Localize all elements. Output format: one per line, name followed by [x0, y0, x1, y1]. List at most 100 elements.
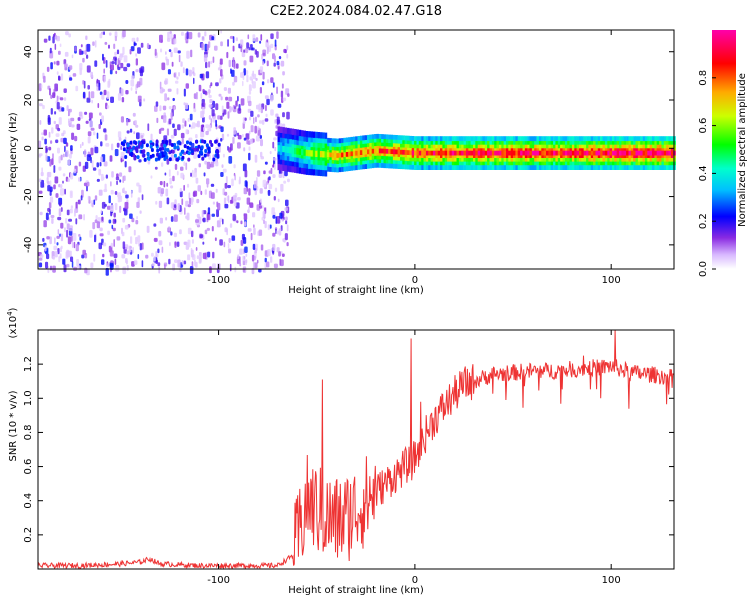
heatmap-cell	[355, 150, 358, 156]
heatmap-cell	[263, 219, 265, 225]
heatmap-cell	[277, 145, 281, 152]
heatmap-cell	[203, 102, 206, 107]
heatmap-cell	[190, 172, 192, 177]
heatmap-cell	[312, 150, 316, 157]
heatmap-cell	[54, 251, 58, 258]
heatmap-cell	[228, 248, 232, 254]
heatmap-cell	[202, 241, 205, 245]
heatmap-cell	[407, 150, 410, 155]
heatmap-cell	[227, 195, 230, 203]
heatmap-cell	[114, 35, 117, 42]
heatmap-cell	[93, 253, 96, 262]
heatmap-cell	[348, 151, 351, 157]
heatmap-cell	[64, 188, 66, 195]
heatmap-cell	[223, 87, 227, 91]
heatmap-cell	[80, 195, 83, 201]
heatmap-cell	[243, 213, 248, 221]
heatmap-cell	[52, 34, 55, 38]
heatmap-cell	[171, 61, 174, 67]
heatmap-cell	[255, 77, 258, 81]
heatmap-cell	[61, 107, 65, 112]
heatmap-cell	[418, 150, 422, 156]
heatmap-cell	[56, 60, 60, 66]
heatmap-cell	[153, 223, 157, 227]
heatmap-cell	[262, 52, 266, 56]
heatmap-cell	[174, 241, 177, 246]
heatmap-cell	[217, 142, 221, 147]
heatmap-cell	[173, 106, 175, 111]
heatmap-cell	[193, 77, 195, 85]
heatmap-cell	[440, 150, 443, 156]
heatmap-cell	[281, 97, 284, 104]
heatmap-cell	[80, 144, 82, 149]
heatmap-cell	[237, 108, 242, 114]
colorbar-tick-label: 0.0	[698, 261, 709, 277]
heatmap-cell	[115, 176, 120, 181]
heatmap-cell	[196, 147, 199, 152]
heatmap-cell	[173, 153, 177, 158]
heatmap-cell	[259, 40, 262, 44]
heatmap-cell	[168, 258, 171, 265]
colorbar-tick-label: 0.2	[698, 213, 709, 229]
heatmap-cell	[73, 241, 76, 249]
heatmap-cell	[136, 201, 140, 208]
heatmap-cell	[274, 163, 276, 170]
heatmap-cell	[50, 108, 53, 115]
heatmap-cell	[158, 147, 162, 152]
heatmap-cell	[284, 207, 288, 211]
heatmap-cell	[240, 220, 243, 225]
heatmap-cell	[130, 236, 133, 244]
heatmap-cell	[70, 124, 75, 128]
heatmap-cell	[38, 178, 42, 183]
heatmap-cell	[161, 162, 164, 167]
heatmap-cell	[203, 172, 206, 177]
heatmap-cell	[181, 155, 185, 160]
heatmap-cell	[269, 224, 272, 229]
heatmap-cell	[86, 181, 90, 187]
heatmap-cell	[207, 251, 211, 258]
heatmap-cell	[228, 59, 231, 68]
heatmap-cell	[60, 184, 63, 189]
heatmap-cell	[274, 39, 277, 47]
y-tick-label: 1.0	[23, 390, 34, 406]
heatmap-cell	[280, 183, 284, 192]
heatmap-cell	[250, 232, 253, 241]
heatmap-cell	[169, 242, 171, 247]
heatmap-cell	[204, 43, 208, 52]
heatmap-cell	[202, 218, 205, 222]
heatmap-cell	[67, 159, 71, 166]
heatmap-cell	[173, 47, 178, 53]
heatmap-cell	[132, 247, 134, 254]
heatmap-cell	[190, 49, 193, 58]
heatmap-cell	[51, 127, 54, 134]
heatmap-cell	[555, 150, 558, 156]
heatmap-cell	[329, 152, 332, 158]
heatmap-cell	[48, 35, 51, 41]
heatmap-cell	[166, 197, 170, 205]
heatmap-cell	[160, 188, 165, 195]
heatmap-cell	[93, 131, 96, 136]
heatmap-cell	[211, 109, 215, 117]
heatmap-cell	[80, 44, 83, 48]
heatmap-cell	[48, 202, 52, 209]
heatmap-cell	[652, 150, 655, 156]
heatmap-cell	[150, 175, 153, 179]
heatmap-cell	[228, 156, 233, 164]
heatmap-cell	[275, 216, 278, 224]
heatmap-cell	[163, 151, 167, 156]
heatmap-cell	[129, 148, 133, 153]
heatmap-cell	[588, 150, 591, 156]
heatmap-cell	[98, 123, 101, 130]
heatmap-cell	[212, 56, 215, 63]
heatmap-cell	[159, 217, 163, 224]
heatmap-cell	[614, 150, 617, 156]
heatmap-cell	[166, 182, 169, 187]
heatmap-cell	[242, 163, 247, 172]
heatmap-cell	[81, 141, 84, 146]
heatmap-cell	[253, 180, 258, 189]
y-tick-label: 40	[23, 45, 34, 58]
heatmap-cell	[628, 150, 632, 156]
heatmap-cell	[141, 194, 144, 201]
heatmap-cell	[78, 48, 82, 56]
heatmap-cell	[279, 145, 283, 152]
